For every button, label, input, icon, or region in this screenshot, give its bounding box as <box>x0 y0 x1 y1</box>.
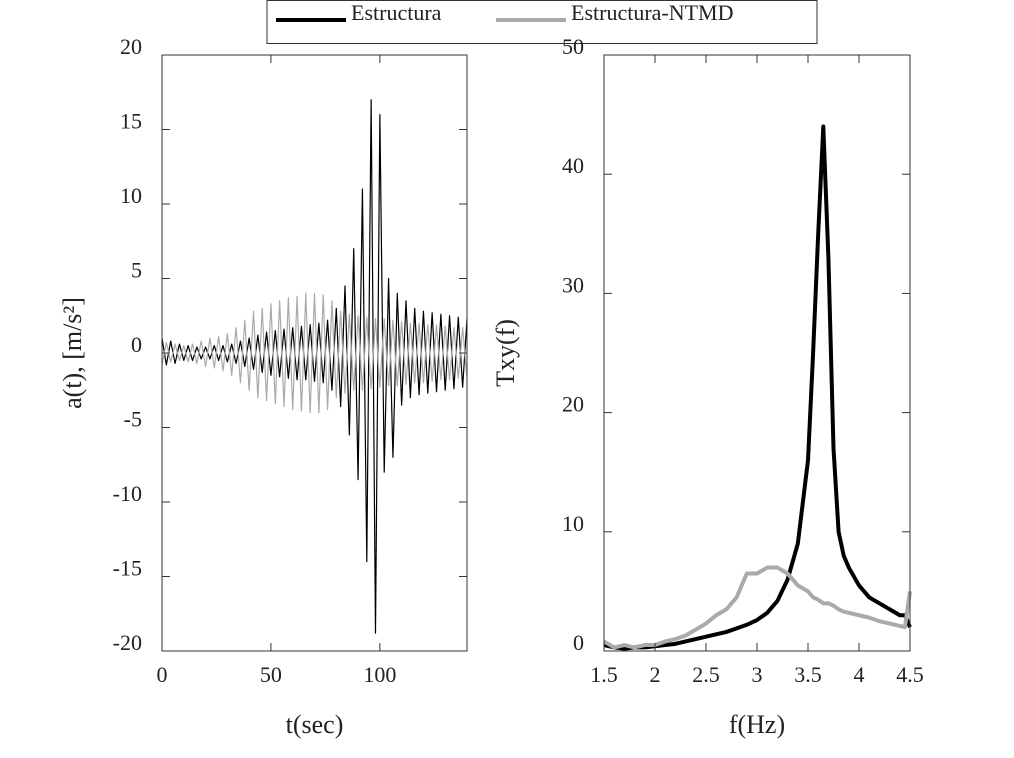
y-tick-label: 50 <box>562 34 584 59</box>
x-tick-label: 3 <box>752 662 763 687</box>
y-tick-label: -15 <box>113 556 142 581</box>
x-tick-label: 2.5 <box>692 662 720 687</box>
y-tick-label: 5 <box>131 258 142 283</box>
x-tick-label: 100 <box>363 662 396 687</box>
y-tick-label: 20 <box>120 34 142 59</box>
legend-label: Estructura <box>351 0 442 25</box>
y-tick-label: 15 <box>120 109 142 134</box>
x-tick-label: 50 <box>260 662 282 687</box>
x-tick-label: 4 <box>854 662 865 687</box>
data-line <box>161 292 468 414</box>
y-tick-label: 20 <box>562 392 584 417</box>
y-tick-label: 10 <box>562 511 584 536</box>
axis-box <box>603 54 911 652</box>
y-axis-label: a(t), [m/s²] <box>58 297 87 409</box>
legend-label: Estructura-NTMD <box>571 0 734 25</box>
x-axis-label: t(sec) <box>286 710 344 739</box>
x-tick-label: 1.5 <box>590 662 618 687</box>
y-tick-label: 0 <box>131 332 142 357</box>
data-line <box>603 124 912 651</box>
y-tick-label: -5 <box>124 407 142 432</box>
x-axis-label: f(Hz) <box>729 710 785 739</box>
y-axis-label: Txy(f) <box>491 319 520 387</box>
data-line <box>602 565 912 650</box>
data-line <box>161 99 468 634</box>
y-tick-label: -10 <box>113 481 142 506</box>
y-tick-label: 30 <box>562 272 584 297</box>
x-tick-label: 0 <box>157 662 168 687</box>
x-tick-label: 2 <box>650 662 661 687</box>
y-tick-label: 0 <box>573 630 584 655</box>
y-tick-label: 10 <box>120 183 142 208</box>
x-tick-label: 3.5 <box>794 662 822 687</box>
x-tick-label: 4.5 <box>896 662 924 687</box>
y-tick-label: 40 <box>562 153 584 178</box>
y-tick-label: -20 <box>113 630 142 655</box>
